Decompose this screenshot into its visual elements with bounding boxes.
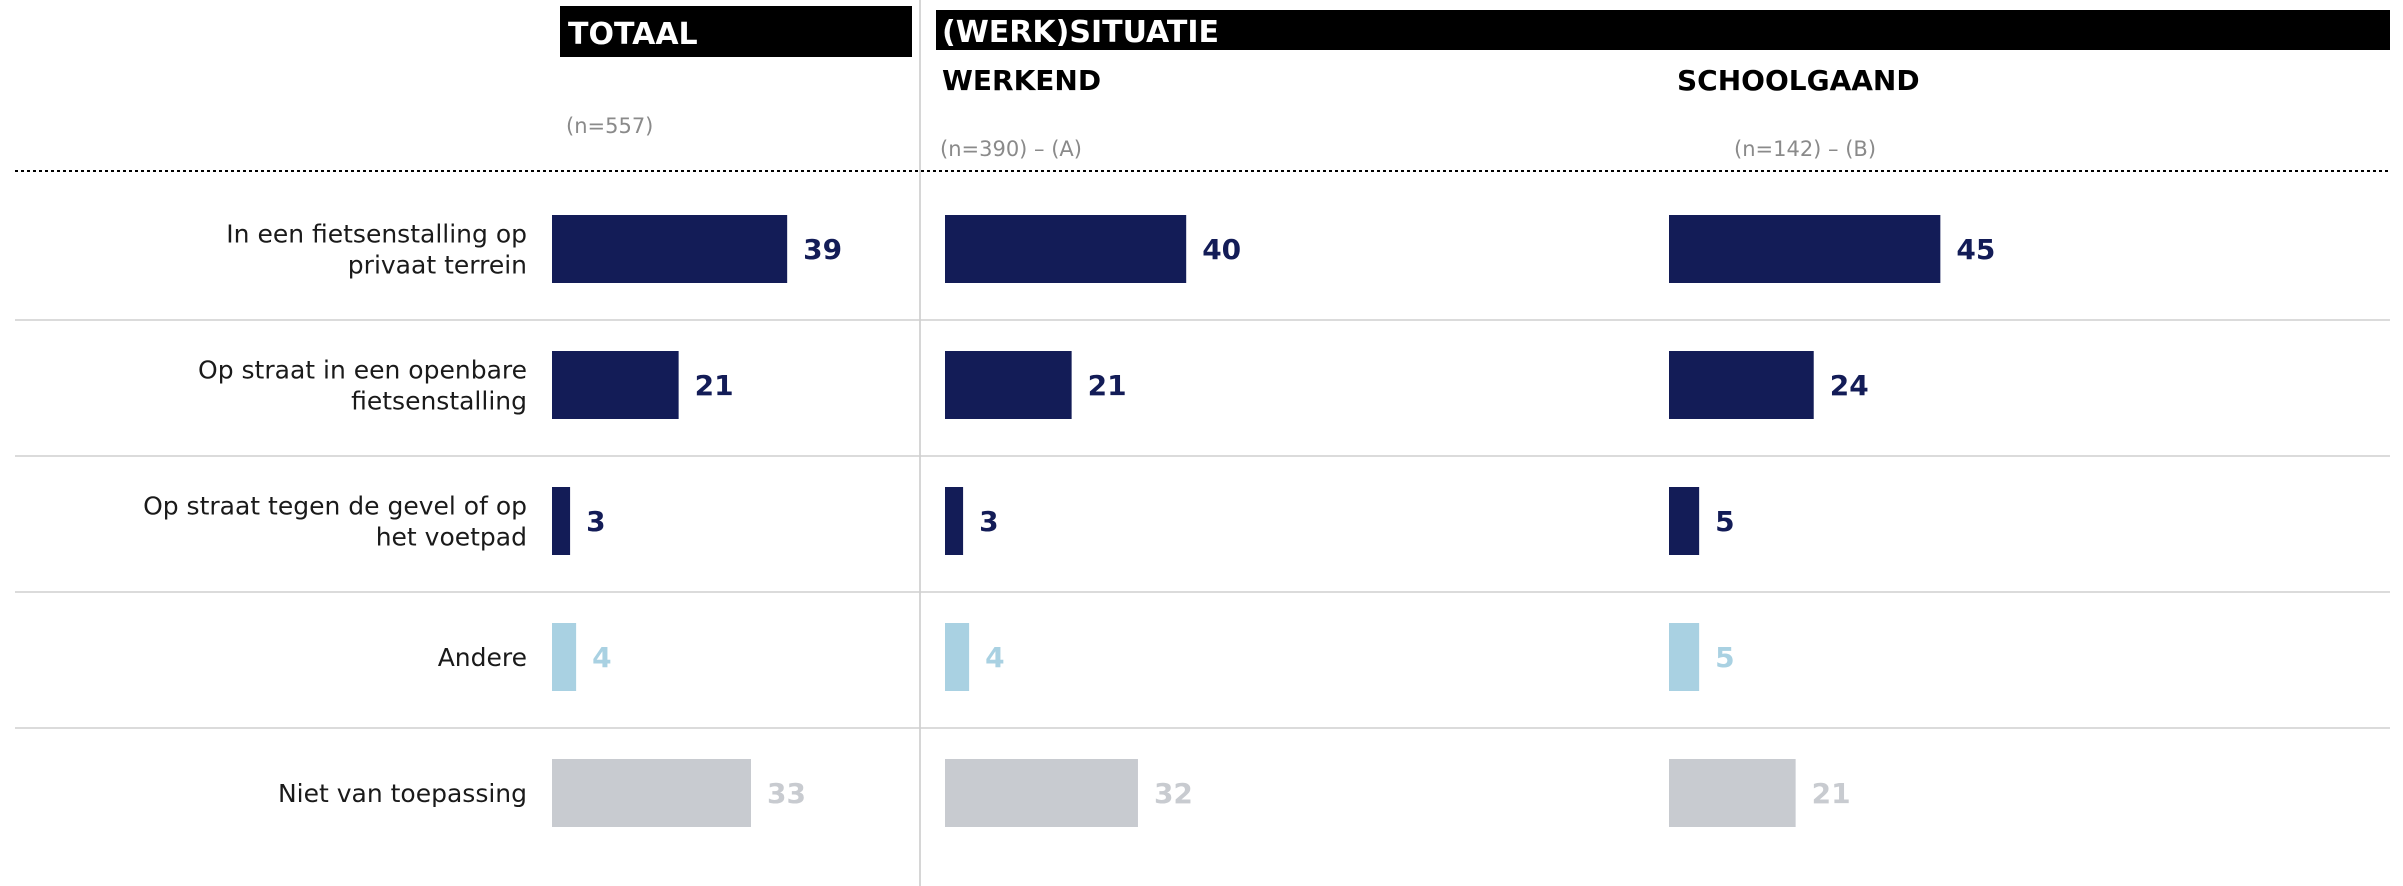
bar — [945, 351, 1072, 419]
value-label: 3 — [586, 505, 605, 538]
value-label: 21 — [695, 369, 734, 402]
value-label: 33 — [767, 777, 806, 810]
value-label: 4 — [592, 641, 611, 674]
category-label: Op straat in een openbare fietsenstalling — [198, 356, 527, 416]
bar — [1669, 351, 1814, 419]
bar — [1669, 759, 1796, 827]
value-label: 40 — [1202, 233, 1241, 266]
value-label: 21 — [1088, 369, 1127, 402]
category-label: Op straat tegen de gevel of op het voetpa… — [143, 492, 527, 552]
werksituatie-header-title: (WERK)SITUATIE — [942, 15, 1219, 50]
category-label: Andere — [438, 643, 527, 672]
value-label: 39 — [803, 233, 842, 266]
category-label: Niet van toepassing — [278, 779, 527, 808]
value-label: 45 — [1956, 233, 1995, 266]
bar — [552, 487, 571, 555]
totaal-header-title: TOTAAL — [568, 17, 698, 52]
chart-rows: In een fietsenstalling op privaat terrein… — [15, 215, 2390, 827]
bar — [945, 215, 1187, 283]
bar — [552, 759, 751, 827]
value-label: 3 — [979, 505, 998, 538]
column-title-werkend: WERKEND — [942, 64, 1101, 97]
bar — [945, 487, 964, 555]
value-label: 5 — [1715, 505, 1734, 538]
bar — [1669, 623, 1700, 691]
sample-size-werkend: (n=390) – (A) — [940, 137, 1082, 161]
sample-size-schoolgaand: (n=142) – (B) — [1734, 137, 1876, 161]
value-label: 24 — [1830, 369, 1869, 402]
werksituatie-header-bg — [936, 10, 2390, 50]
value-label: 21 — [1812, 777, 1851, 810]
value-label: 32 — [1154, 777, 1193, 810]
bar — [552, 215, 788, 283]
bar — [1669, 215, 1941, 283]
sample-size-totaal: (n=557) — [566, 114, 653, 138]
bar — [945, 759, 1138, 827]
column-title-schoolgaand: SCHOOLGAAND — [1677, 64, 1920, 97]
bar — [552, 623, 577, 691]
bar — [552, 351, 679, 419]
bar — [945, 623, 970, 691]
value-label: 4 — [985, 641, 1004, 674]
value-label: 5 — [1715, 641, 1734, 674]
category-label: In een fietsenstalling op privaat terrein — [226, 220, 527, 280]
bar — [1669, 487, 1700, 555]
totaal-header-bg — [560, 6, 912, 57]
